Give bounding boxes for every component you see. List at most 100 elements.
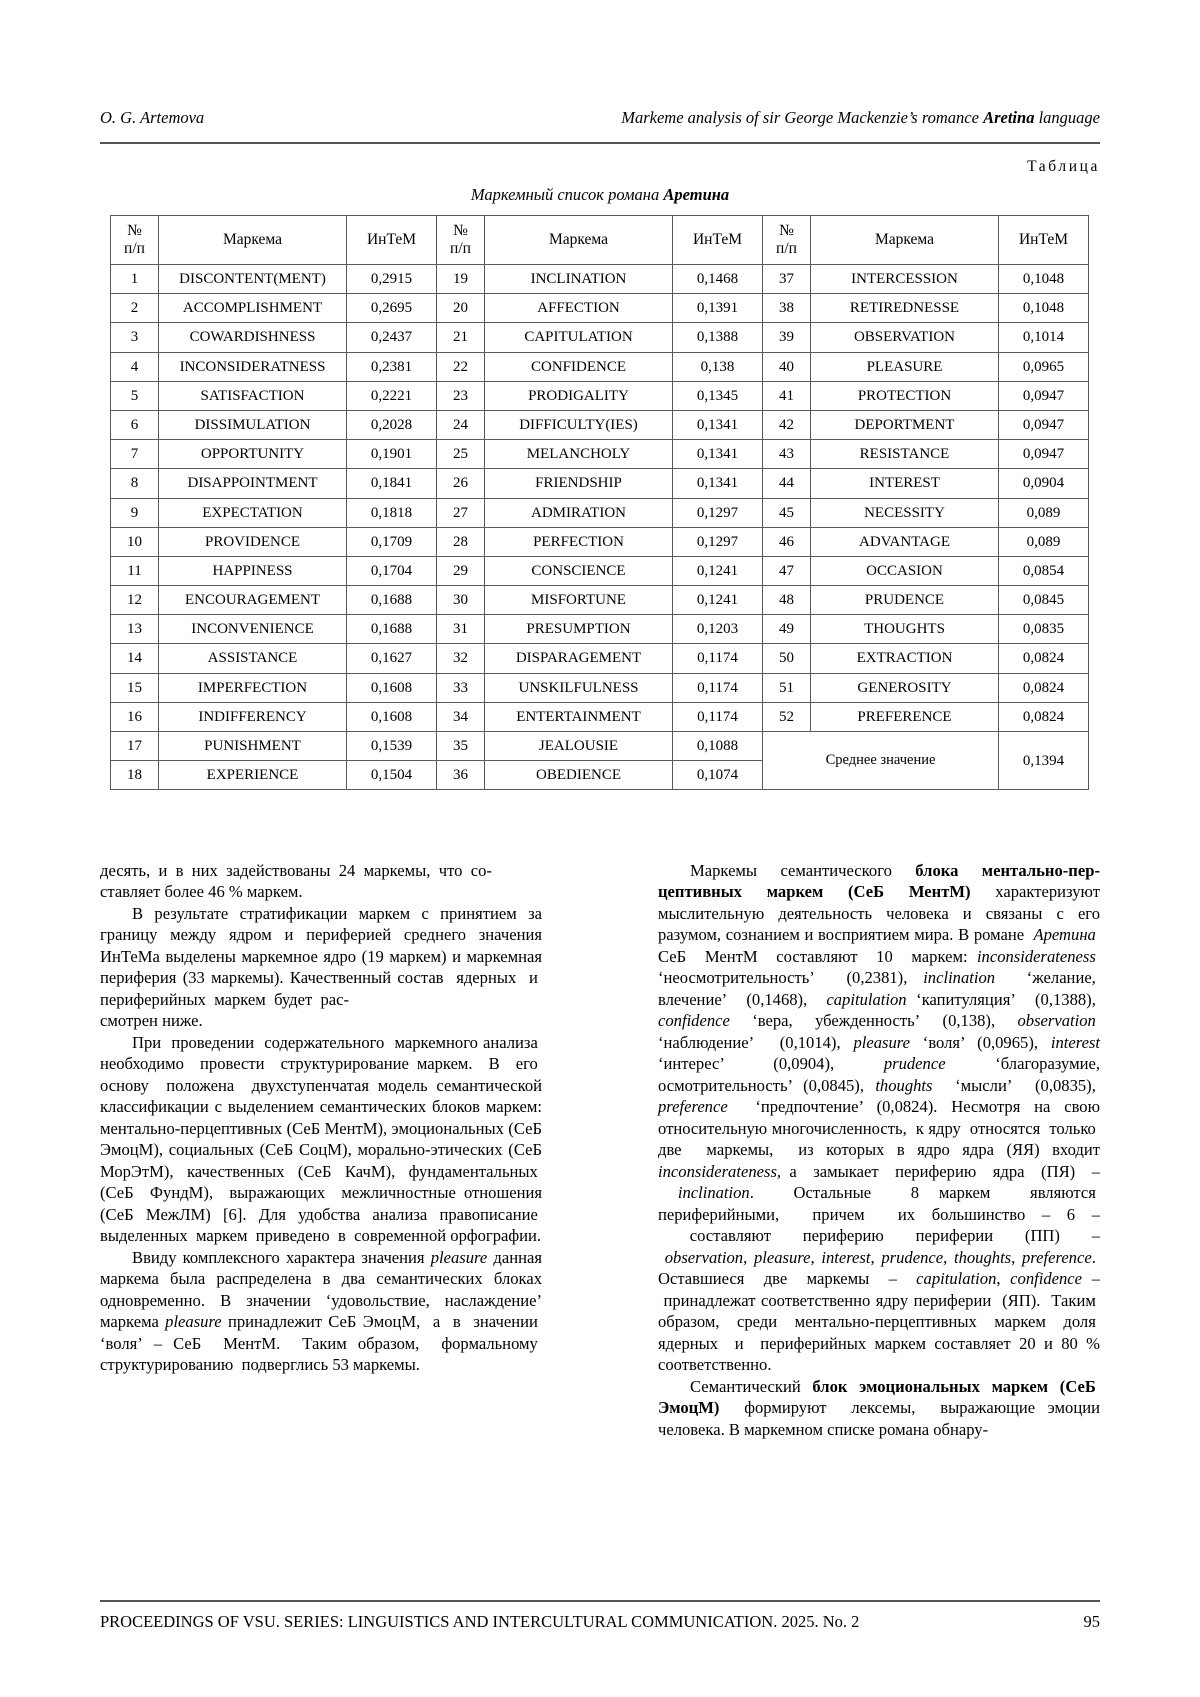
cell-num-3: 43 [762, 439, 811, 470]
cell-markeme-2: AFFECTION [484, 293, 673, 324]
running-head-title: Markeme analysis of sir George Mackenzie… [204, 108, 1100, 128]
cell-markeme-3: RESISTANCE [810, 439, 999, 470]
footer-page-number: 95 [1083, 1612, 1101, 1631]
running-head-title-bold: Aretina [983, 108, 1035, 127]
table-row: 3 COWARDISHNESS 0,2437 21 CAPITULATION 0,1388… [110, 322, 1089, 353]
table-row: 15 IMPERFECTION 0,1608 33 UNSKILFULNESS 0,117… [110, 672, 1089, 703]
cell-intem-3: 0,1048 [998, 263, 1089, 295]
cell-markeme-3: GENEROSITY [810, 672, 999, 703]
cell-num-3: 52 [762, 701, 811, 733]
cell-markeme-2: MELANCHOLY [484, 439, 673, 470]
cell-num-1: 5 [110, 380, 159, 411]
cell-num-1: 1 [110, 263, 159, 295]
markeme-table-wrapper: № п/п Маркема ИнТеМ № п/п Маркема ИнТеМ № п… [110, 215, 1089, 791]
cell-num-2: 19 [436, 263, 485, 295]
cell-markeme-2: CONSCIENCE [484, 555, 673, 587]
cell-markeme-3: ADVANTAGE [810, 526, 999, 557]
cell-intem-2: 0,1297 [672, 497, 763, 528]
cell-intem-2: 0,1341 [672, 468, 763, 499]
cell-intem-3: 0,0947 [998, 439, 1089, 470]
cell-num-3: 46 [762, 526, 811, 557]
table-row: 17 PUNISHMENT 0,1539 35 JEALOUSIE 0,1088 Средн… [110, 730, 1089, 791]
cell-markeme-1: OPPORTUNITY [158, 439, 347, 470]
cell-num-3: 45 [762, 497, 811, 528]
cell-num-3: 50 [762, 643, 811, 674]
col-header-num-1-line2: п/п [124, 240, 145, 257]
table-row: 5 SATISFACTION 0,2221 23 PRODIGALITY 0,1345 41… [110, 380, 1089, 411]
cell-num-1: 15 [110, 672, 159, 703]
running-head-title-prefix: Markeme analysis of sir George Mackenzie… [621, 108, 984, 127]
cell-markeme-2: JEALOUSIE [484, 730, 673, 762]
cell-intem-2: 0,1241 [672, 585, 763, 616]
cell-num-3: 39 [762, 322, 811, 353]
cell-intem-3: 0,0824 [998, 672, 1089, 703]
cell-num-3: 41 [762, 380, 811, 411]
running-head-author: O. G. Artemova [100, 108, 205, 127]
cell-intem-1: 0,1688 [346, 614, 437, 645]
cell-num-2: 36 [436, 760, 485, 791]
col-header-num-3: № п/п [762, 215, 811, 265]
table-label: Таблица [1027, 158, 1100, 175]
table-row: 10 PROVIDENCE 0,1709 28 PERFECTION 0,1297 46 AD… [110, 526, 1089, 557]
cell-markeme-1: EXPECTATION [158, 497, 347, 528]
cell-intem-1: 0,1688 [346, 585, 437, 616]
paragraph-l4: Ввиду комплексного характера значения pl… [100, 1247, 543, 1375]
cell-markeme-3: OBSERVATION [810, 322, 999, 353]
cell-intem-1: 0,2381 [346, 351, 437, 382]
cell-markeme-2: PRODIGALITY [484, 380, 673, 411]
cell-intem-2: 0,1174 [672, 672, 763, 703]
cell-markeme-3: PLEASURE [810, 351, 999, 382]
cell-intem-2: 0,138 [672, 351, 763, 382]
footer-journal-text: PROCEEDINGS OF VSU. SERIES: LINGUISTICS … [100, 1612, 860, 1631]
paragraph-l1: десять, и в них задействованы 24 маркемы… [100, 861, 492, 902]
col-header-num-2: № п/п [436, 215, 485, 265]
cell-markeme-3: THOUGHTS [810, 614, 999, 645]
col-header-markeme-2: Маркема [484, 215, 673, 265]
cell-num-1: 4 [110, 351, 159, 382]
cell-num-1: 3 [110, 322, 159, 353]
cell-markeme-2: OBEDIENCE [484, 760, 673, 791]
cell-num-1: 18 [110, 760, 159, 791]
cell-markeme-3: DEPORTMENT [810, 409, 999, 441]
cell-intem-1: 0,2915 [346, 263, 437, 295]
table-header-row: № п/п Маркема ИнТеМ № п/п Маркема ИнТеМ № п… [110, 215, 1089, 265]
cell-markeme-1: COWARDISHNESS [158, 322, 347, 353]
table-row: 1 DISCONTENT(MENT) 0,2915 19 INCLINATION 0,14… [110, 263, 1089, 295]
cell-markeme-1: DISAPPOINTMENT [158, 468, 347, 499]
cell-intem-2: 0,1468 [672, 263, 763, 295]
cell-num-2: 34 [436, 701, 485, 733]
footer-divider [100, 1600, 1100, 1602]
cell-num-1: 2 [110, 293, 159, 324]
col-header-markeme-1: Маркема [158, 215, 347, 265]
cell-intem-3: 0,1048 [998, 293, 1089, 324]
cell-intem-1: 0,1504 [346, 760, 437, 791]
cell-intem-2: 0,1388 [672, 322, 763, 353]
col-header-intem-2: ИнТеМ [672, 215, 763, 265]
cell-num-1: 12 [110, 585, 159, 616]
col-header-markeme-3: Маркема [810, 215, 999, 265]
cell-markeme-1: ACCOMPLISHMENT [158, 293, 347, 324]
cell-markeme-1: HAPPINESS [158, 555, 347, 587]
running-head: O. G. Artemova Markeme analysis of sir G… [100, 108, 1100, 128]
cell-markeme-2: FRIENDSHIP [484, 468, 673, 499]
cell-intem-3: 0,0854 [998, 555, 1089, 587]
running-head-title-suffix: language [1034, 108, 1100, 127]
cell-intem-1: 0,2695 [346, 293, 437, 324]
cell-num-2: 23 [436, 380, 485, 411]
cell-intem-2: 0,1088 [672, 730, 763, 762]
cell-markeme-3: EXTRACTION [810, 643, 999, 674]
cell-markeme-2: DISPARAGEMENT [484, 643, 673, 674]
cell-intem-3: 0,089 [998, 526, 1089, 557]
table-body: 1 DISCONTENT(MENT) 0,2915 19 INCLINATION 0,14… [110, 263, 1089, 791]
cell-markeme-3: INTERCESSION [810, 263, 999, 295]
cell-num-2: 35 [436, 730, 485, 762]
cell-intem-1: 0,2437 [346, 322, 437, 353]
cell-intem-1: 0,1841 [346, 468, 437, 499]
cell-num-2: 21 [436, 322, 485, 353]
cell-num-1: 13 [110, 614, 159, 645]
cell-intem-3: 0,0947 [998, 409, 1089, 441]
cell-num-2: 28 [436, 526, 485, 557]
cell-intem-1: 0,1608 [346, 701, 437, 733]
cell-intem-1: 0,1818 [346, 497, 437, 528]
cell-markeme-1: DISCONTENT(MENT) [158, 263, 347, 295]
